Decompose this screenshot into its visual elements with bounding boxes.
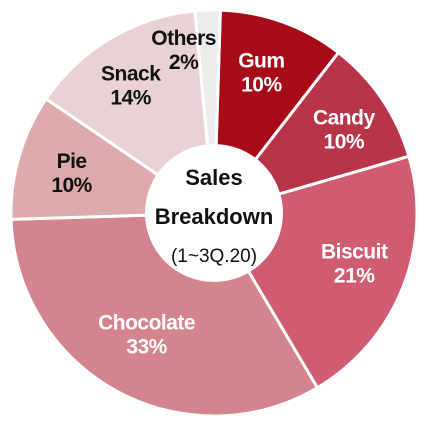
slice-category-label: Gum [238,49,284,72]
slice-percent-label: 2% [169,51,199,74]
slice-percent-label: 14% [110,87,151,110]
slice-category-label: Candy [313,106,376,129]
slice-category-label: Chocolate [98,312,195,335]
slice-percent-label: 10% [51,174,92,197]
labels-layer: Gum10%Candy10%Biscuit21%Chocolate33%Pie1… [51,27,388,359]
center-hole [145,144,283,282]
center-period-label: (1~3Q.20) [171,246,257,267]
slice-category-label: Biscuit [321,241,388,264]
slice-percent-label: 10% [241,73,282,96]
center-title-line1: Sales [185,165,243,190]
slice-category-label: Pie [57,150,87,173]
center-title-line2: Breakdown [155,204,274,229]
slice-category-label: Snack [101,63,161,86]
slice-percent-label: 21% [334,265,375,288]
slice-percent-label: 33% [126,336,167,359]
slice-category-label: Others [151,27,216,50]
slice-percent-label: 10% [324,130,365,153]
